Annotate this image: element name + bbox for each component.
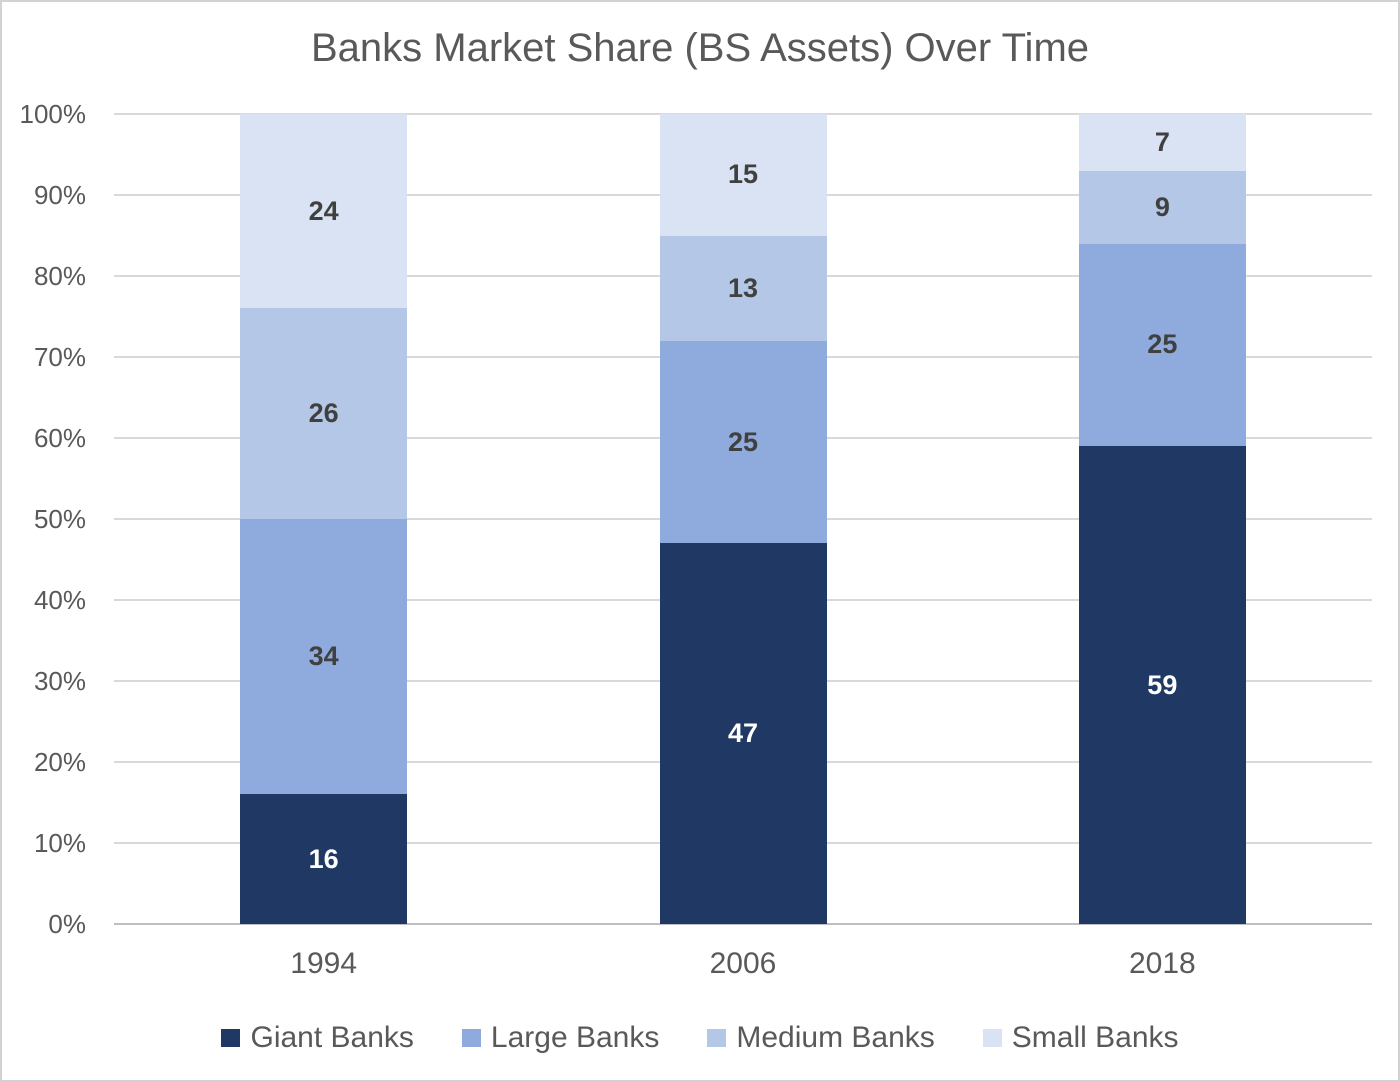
bar-segment-large-banks-2018: 25 [1078, 243, 1246, 447]
y-axis-tick-label-50-: 50% [33, 504, 86, 534]
legend-label-giant-banks: Giant Banks [250, 1021, 414, 1054]
y-axis-tick-label-70-: 70% [33, 342, 86, 372]
y-axis-tick-label-10-: 10% [33, 828, 86, 858]
y-axis-tick-label-100-: 100% [19, 99, 87, 129]
bar-segment-medium-banks-1994: 26 [240, 308, 408, 519]
y-axis-tick-label-60-: 60% [33, 423, 86, 453]
legend-item-medium-banks: Medium Banks [707, 1020, 935, 1056]
x-axis-category-label-2018: 2018 [1128, 947, 1196, 980]
data-label-small-banks-2018: 7 [1154, 126, 1170, 157]
data-label-medium-banks-2018: 9 [1154, 191, 1170, 222]
gridline-0- [114, 923, 1372, 925]
x-axis-category-label-1994: 1994 [290, 947, 358, 980]
legend-item-small-banks: Small Banks [982, 1020, 1179, 1056]
legend-item-large-banks: Large Banks [461, 1020, 660, 1056]
bar-segment-small-banks-1994: 24 [240, 114, 408, 309]
data-label-giant-banks-2018: 59 [1147, 669, 1178, 700]
y-axis-tick-label-20-: 20% [33, 747, 86, 777]
y-axis-tick-label-80-: 80% [33, 261, 86, 291]
legend-label-large-banks: Large Banks [490, 1021, 660, 1054]
legend-item-giant-banks: Giant Banks [221, 1020, 414, 1056]
legend-label-medium-banks: Medium Banks [736, 1021, 935, 1054]
bar-segment-medium-banks-2018: 9 [1078, 170, 1246, 244]
bar-segment-giant-banks-1994: 16 [240, 794, 408, 924]
data-label-medium-banks-1994: 26 [308, 398, 339, 429]
data-label-small-banks-1994: 24 [308, 195, 339, 226]
data-label-medium-banks-2006: 13 [727, 272, 759, 303]
legend-swatch-medium-banks [707, 1029, 727, 1047]
legend-swatch-giant-banks [221, 1029, 241, 1047]
legend: Giant Banks Large Banks Medium Banks Small … [2, 1018, 1398, 1058]
data-label-large-banks-2018: 25 [1147, 329, 1178, 360]
legend-label-small-banks: Small Banks [1011, 1021, 1179, 1054]
bar-segment-large-banks-1994: 34 [240, 519, 408, 795]
data-label-large-banks-2006: 25 [727, 426, 759, 457]
chart-title: Banks Market Share (BS Assets) Over Time [310, 26, 1090, 70]
y-axis-tick-label-0-: 0% [48, 909, 86, 939]
bar-segment-large-banks-2006: 25 [659, 340, 827, 544]
bar-segment-giant-banks-2018: 59 [1078, 446, 1246, 924]
x-axis-category-label-2006: 2006 [709, 947, 777, 980]
data-label-giant-banks-1994: 16 [308, 843, 339, 874]
bar-segment-small-banks-2006: 15 [659, 114, 827, 236]
bar-segment-small-banks-2018: 7 [1078, 114, 1246, 171]
y-axis-tick-label-90-: 90% [33, 180, 86, 210]
bar-segment-giant-banks-2006: 47 [659, 543, 827, 924]
data-label-large-banks-1994: 34 [308, 641, 339, 672]
data-label-small-banks-2006: 15 [727, 159, 759, 190]
y-axis-tick-label-40-: 40% [33, 585, 86, 615]
legend-swatch-large-banks [461, 1029, 481, 1047]
legend-swatch-small-banks [982, 1029, 1002, 1047]
data-label-giant-banks-2006: 47 [727, 718, 759, 749]
bar-segment-medium-banks-2006: 13 [659, 235, 827, 341]
y-axis-tick-label-30-: 30% [33, 666, 86, 696]
